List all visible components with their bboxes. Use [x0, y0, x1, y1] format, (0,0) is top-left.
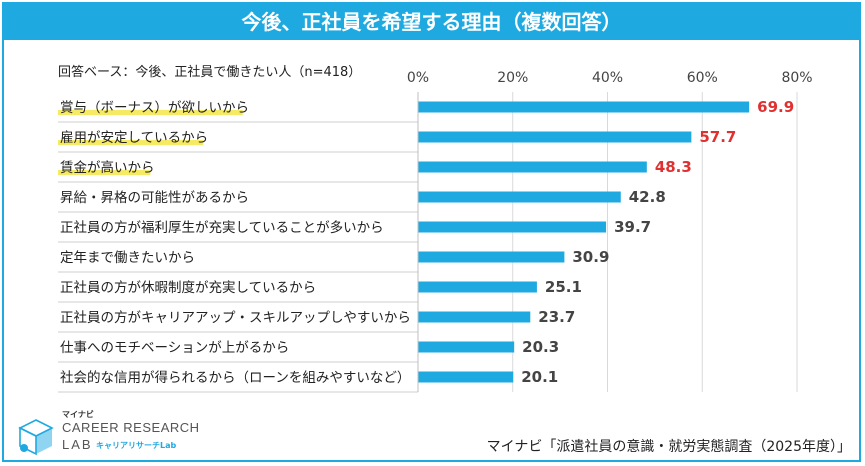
chart-title: 今後、正社員を希望する理由（複数回答） — [4, 4, 859, 40]
bar — [418, 101, 750, 113]
category-label: 社会的な信用が得られるから（ローンを組みやすいなど） — [60, 369, 410, 386]
value-label: 30.9 — [572, 248, 609, 266]
bar — [418, 221, 607, 233]
value-label: 48.3 — [655, 158, 692, 176]
bar — [418, 311, 531, 323]
value-label: 42.8 — [629, 188, 666, 206]
category-label: 賃金が高いから — [60, 159, 155, 176]
category-highlight — [58, 140, 204, 145]
category-label: 定年まで働きたいから — [60, 250, 195, 266]
category-highlight — [58, 110, 243, 115]
bar — [418, 161, 647, 173]
logo-brand-small: マイナビ — [62, 410, 94, 419]
value-label: 39.7 — [614, 218, 651, 236]
logo-cube-icon — [18, 419, 54, 456]
source-note: マイナビ「派遣社員の意識・就労実態調査（2025年度）」 — [486, 439, 851, 455]
bar — [418, 341, 515, 353]
category-highlight — [58, 170, 151, 175]
category-label: 正社員の方がキャリアアップ・スキルアップしやすいから — [60, 310, 411, 326]
bar — [418, 371, 514, 383]
category-label: 雇用が安定しているから — [60, 129, 208, 146]
logo-text-line2: LAB — [62, 437, 93, 452]
bar — [418, 281, 537, 293]
logo-subtext: キャリアリサーチLab — [96, 441, 177, 450]
category-label: 正社員の方が福利厚生が充実していることが多いから — [60, 219, 384, 236]
x-tick-label: 40% — [592, 70, 623, 86]
x-tick-label: 80% — [781, 70, 812, 86]
x-tick-label: 0% — [407, 70, 429, 86]
bar — [418, 251, 565, 263]
category-label: 仕事へのモチベーションが上がるから — [60, 340, 289, 356]
category-label: 正社員の方が休暇制度が充実しているから — [60, 280, 316, 296]
x-tick-label: 60% — [687, 70, 718, 86]
bar — [418, 131, 692, 143]
value-label: 23.7 — [538, 308, 575, 326]
category-label: 賞与（ボーナス）が欲しいから — [60, 100, 249, 116]
value-label: 20.1 — [521, 368, 558, 386]
value-label: 25.1 — [545, 278, 582, 296]
logo-text-line1: CAREER RESEARCH — [62, 420, 200, 435]
category-label: 昇給・昇格の可能性があるから — [60, 190, 249, 206]
value-label: 20.3 — [522, 338, 559, 356]
value-label: 69.9 — [757, 98, 794, 116]
base-note: 回答ベース：今後、正社員で働きたい人（n=418） — [58, 65, 362, 80]
bar — [418, 191, 621, 203]
x-tick-label: 20% — [497, 70, 528, 86]
value-label: 57.7 — [699, 128, 736, 146]
